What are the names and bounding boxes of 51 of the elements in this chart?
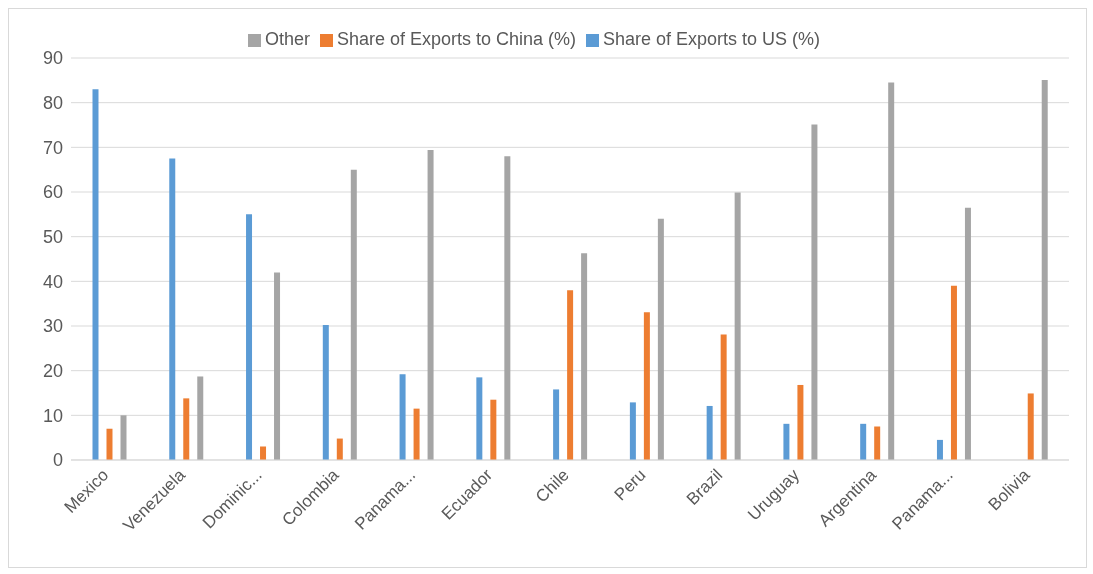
bar bbox=[1027, 393, 1034, 460]
y-tick-label: 0 bbox=[52, 450, 63, 471]
bar bbox=[246, 214, 253, 460]
bar bbox=[643, 312, 650, 460]
y-tick-label: 20 bbox=[42, 361, 63, 382]
bar bbox=[629, 402, 636, 460]
y-tick-label: 80 bbox=[42, 93, 63, 114]
bar bbox=[936, 439, 943, 460]
bar bbox=[720, 334, 727, 460]
bar bbox=[734, 192, 741, 460]
bar bbox=[197, 376, 204, 460]
bar bbox=[427, 150, 434, 460]
bar bbox=[657, 218, 664, 460]
legend-label: Share of Exports to US (%) bbox=[603, 29, 821, 49]
bar bbox=[706, 405, 713, 460]
y-tick-label: 60 bbox=[42, 182, 63, 203]
bar bbox=[274, 272, 281, 460]
bar bbox=[797, 384, 804, 460]
bar bbox=[874, 426, 881, 460]
y-tick-label: 10 bbox=[42, 405, 63, 426]
y-tick-label: 70 bbox=[42, 137, 63, 158]
bar bbox=[106, 428, 113, 460]
bar bbox=[860, 423, 867, 460]
bar bbox=[476, 377, 483, 460]
bar bbox=[260, 446, 267, 460]
y-tick-label: 90 bbox=[42, 48, 63, 69]
bar bbox=[553, 389, 560, 460]
bar bbox=[169, 158, 176, 460]
bar bbox=[504, 156, 511, 460]
legend-label: Other bbox=[264, 29, 310, 49]
bar bbox=[888, 82, 895, 460]
bar bbox=[92, 89, 99, 460]
bar bbox=[350, 169, 357, 460]
y-tick-label: 30 bbox=[42, 316, 63, 337]
bar bbox=[950, 285, 957, 460]
bar bbox=[964, 207, 971, 460]
bar bbox=[811, 124, 818, 460]
y-tick-label: 40 bbox=[42, 271, 63, 292]
bar bbox=[783, 423, 790, 460]
bar bbox=[322, 325, 329, 460]
bar bbox=[1041, 79, 1048, 460]
legend-label: Share of Exports to China (%) bbox=[336, 29, 577, 49]
bar bbox=[490, 399, 497, 460]
bar bbox=[399, 374, 406, 460]
bar bbox=[413, 408, 420, 460]
y-tick-label: 50 bbox=[42, 227, 63, 248]
bar bbox=[336, 438, 343, 460]
bar bbox=[120, 415, 127, 460]
bar bbox=[581, 253, 588, 460]
bar bbox=[183, 398, 190, 460]
bar bbox=[567, 290, 574, 460]
